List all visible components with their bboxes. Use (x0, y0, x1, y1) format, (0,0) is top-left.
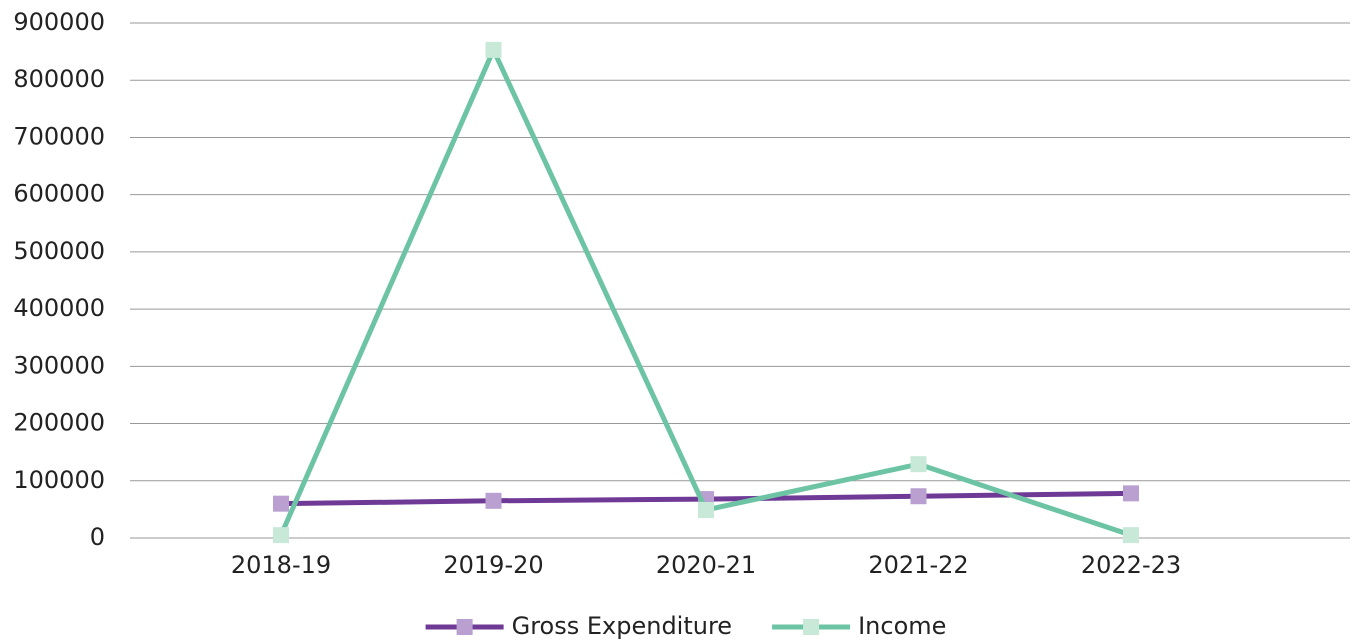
data-point (698, 501, 714, 518)
data-point (485, 492, 502, 509)
y-tick-label: 800000 (13, 65, 105, 93)
data-point (273, 527, 289, 544)
legend-swatch-marker (456, 619, 473, 635)
series-line (278, 47, 1132, 538)
y-tick-label: 900000 (13, 8, 105, 36)
x-tick-label: 2021-22 (868, 551, 968, 579)
data-point (1123, 485, 1139, 502)
y-tick-label: 400000 (13, 294, 105, 322)
legend-label: Income (858, 612, 946, 640)
x-tick-label: 2022-23 (1081, 551, 1181, 579)
data-point (273, 495, 289, 512)
x-tick-label: 2018-19 (231, 551, 331, 579)
y-tick-label: 500000 (13, 237, 105, 265)
legend-swatch-marker (803, 619, 820, 635)
x-tick-label: 2020-21 (656, 551, 756, 579)
y-tick-label: 300000 (13, 351, 105, 379)
legend: Gross Expenditure Income (425, 612, 946, 640)
legend-label: Gross Expenditure (512, 612, 732, 640)
data-point (485, 41, 502, 58)
data-point (910, 488, 927, 505)
y-tick-label: 600000 (13, 180, 105, 208)
data-point (910, 456, 927, 473)
x-tick-label: 2019-20 (443, 551, 543, 579)
y-tick-label: 200000 (13, 409, 105, 437)
y-tick-label: 0 (90, 523, 105, 551)
data-point (1123, 527, 1139, 544)
y-tick-label: 700000 (13, 122, 105, 150)
y-tick-label: 100000 (13, 466, 105, 494)
